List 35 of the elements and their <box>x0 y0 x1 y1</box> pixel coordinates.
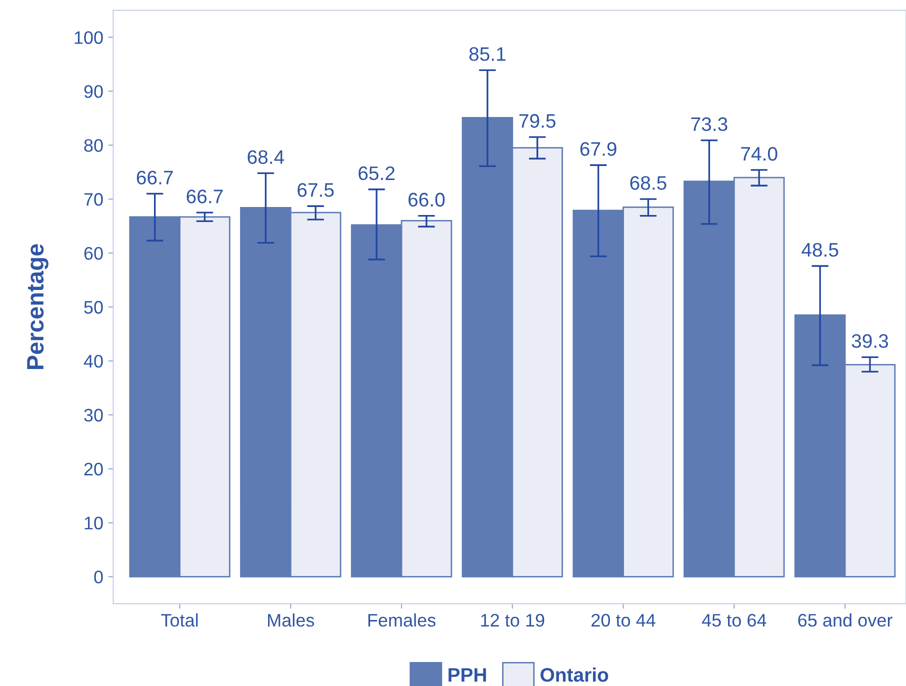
x-tick-label: 20 to 44 <box>592 614 656 627</box>
data-label: 74.0 <box>741 146 778 161</box>
y-tick-label: 90 <box>84 85 103 98</box>
x-tick-label: 12 to 19 <box>481 614 544 627</box>
y-tick-label: 30 <box>84 408 103 422</box>
legend-label: Ontario <box>540 667 608 682</box>
data-label: 66.7 <box>186 190 223 204</box>
data-label: 67.9 <box>580 142 616 156</box>
y-axis-title: Percentage <box>27 244 48 370</box>
data-label: 68.4 <box>248 150 284 164</box>
data-label: 66.0 <box>408 192 445 207</box>
x-tick-label: Females <box>368 613 436 627</box>
y-tick-label: 10 <box>84 516 103 530</box>
data-label: 66.7 <box>136 170 173 184</box>
y-tick-label: 40 <box>84 354 103 368</box>
data-label: 79.5 <box>519 114 556 128</box>
data-label: 85.1 <box>469 47 506 61</box>
x-tick-label: 65 and over <box>798 613 892 627</box>
y-tick-label: 0 <box>94 570 103 584</box>
data-label: 39.3 <box>852 334 888 348</box>
y-tick-label: 60 <box>84 246 103 260</box>
y-tick-label: 50 <box>84 300 103 314</box>
y-tick-label: 100 <box>74 31 103 44</box>
x-tick-label: 45 to 64 <box>702 614 766 627</box>
data-label: 48.5 <box>802 242 838 257</box>
x-tick-label: Males <box>268 613 314 627</box>
y-tick-label: 80 <box>84 139 103 152</box>
y-tick-label: 70 <box>84 193 103 206</box>
data-label: 65.2 <box>358 166 395 180</box>
data-label: 67.5 <box>298 183 334 197</box>
y-tick-label: 20 <box>84 462 103 476</box>
data-label: 73.3 <box>691 117 728 132</box>
x-tick-label: Total <box>161 613 198 627</box>
data-label: 68.5 <box>630 176 666 190</box>
legend-label: PPH <box>448 668 486 682</box>
